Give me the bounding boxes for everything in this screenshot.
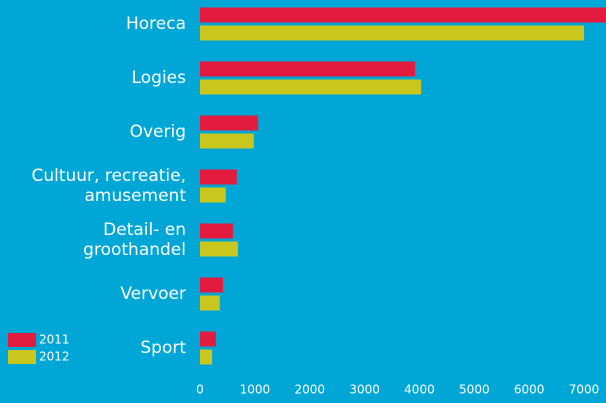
bar (200, 277, 224, 293)
x-tick-label: 2000 (294, 383, 325, 397)
bar (200, 169, 237, 185)
x-tick-label: 5000 (459, 383, 490, 397)
bar (200, 79, 422, 95)
category-label: amusement (84, 186, 186, 206)
bar (200, 133, 254, 149)
x-tick-label: 7000 (569, 383, 600, 397)
legend-label: 2011 (39, 333, 70, 347)
x-tick-label: 6000 (514, 383, 545, 397)
category-label: Sport (140, 338, 186, 358)
category-label: Cultuur, recreatie, (31, 166, 186, 186)
bar (200, 295, 220, 311)
bar (200, 61, 416, 77)
bar (200, 223, 233, 239)
legend-label: 2012 (39, 350, 70, 364)
x-tick-label: 1000 (240, 383, 271, 397)
bar (200, 331, 216, 347)
bar (200, 115, 259, 131)
category-label: Horeca (126, 14, 186, 34)
x-tick-label: 0 (196, 383, 204, 397)
category-label: Overig (130, 122, 186, 142)
legend-swatch (8, 350, 36, 364)
x-tick-label: 3000 (349, 383, 380, 397)
bar (200, 187, 226, 203)
category-label: Vervoer (120, 284, 186, 304)
legend-swatch (8, 333, 36, 347)
x-tick-label: 4000 (404, 383, 435, 397)
category-label: Logies (132, 68, 187, 88)
category-label: groothandel (83, 240, 186, 260)
bar (200, 7, 606, 23)
bar (200, 349, 213, 365)
bar (200, 25, 585, 41)
bar (200, 241, 238, 257)
category-label: Detail- en (103, 220, 186, 240)
